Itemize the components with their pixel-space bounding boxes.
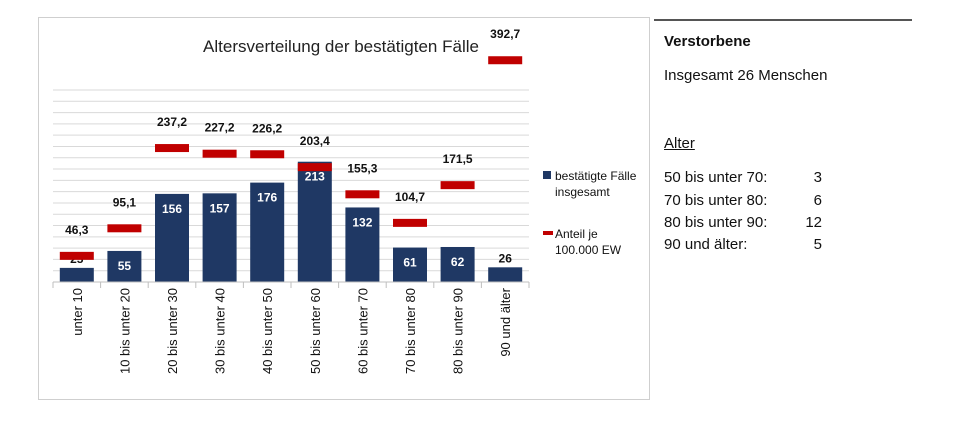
x-tick-label: 80 bis unter 90	[451, 288, 466, 374]
legend-swatch-cases	[543, 171, 551, 179]
x-tick-label: unter 10	[70, 288, 85, 336]
chart-title: Altersverteilung der bestätigten Fälle	[203, 37, 479, 56]
x-tick-label: 30 bis unter 40	[213, 288, 228, 374]
rate-value-label: 227,2	[205, 121, 235, 135]
bar	[202, 193, 237, 282]
x-tick-label: 10 bis unter 20	[117, 288, 132, 374]
bar	[107, 250, 142, 282]
legend-label-cases-2: insgesamt	[555, 185, 610, 199]
x-tick-label: 40 bis unter 50	[260, 288, 275, 374]
rate-marker	[107, 224, 142, 233]
rate-marker	[393, 218, 427, 227]
age-row-value: 6	[813, 192, 822, 209]
rate-marker	[488, 56, 523, 65]
x-tick-label: 70 bis unter 80	[403, 288, 418, 374]
rate-value-label: 46,3	[65, 223, 89, 237]
legend-label-rate-2: 100.000 EW	[555, 243, 622, 257]
age-row-value: 5	[813, 236, 822, 253]
rate-marker	[250, 150, 285, 159]
rate-value-label: 392,7	[490, 27, 520, 41]
legend-swatch-rate	[543, 231, 553, 235]
rate-value-label: 226,2	[252, 121, 282, 135]
x-tick-label: 60 bis unter 70	[355, 288, 370, 374]
age-row-label: 50 bis unter 70:	[664, 169, 768, 186]
bar	[155, 193, 189, 282]
rate-marker	[202, 149, 237, 158]
chart-panel: Altersverteilung der bestätigten Fälle un…	[38, 17, 650, 400]
rate-value-label: 155,3	[347, 161, 377, 175]
age-row-value: 12	[805, 214, 822, 231]
x-tick-label: 50 bis unter 60	[308, 288, 323, 374]
rate-value-label: 95,1	[113, 195, 137, 209]
bar-value-label: 176	[257, 191, 277, 205]
deaths-title: Verstorbene	[664, 33, 751, 50]
bar-value-label: 61	[403, 256, 417, 270]
legend-label-rate: Anteil je	[555, 227, 598, 241]
bar-value-label: 26	[499, 251, 513, 265]
bar-value-label: 213	[305, 170, 325, 184]
bar-value-label: 62	[451, 255, 465, 269]
rate-marker	[297, 163, 332, 172]
age-row-label: 80 bis unter 90:	[664, 214, 768, 231]
bar	[440, 246, 475, 282]
bar	[345, 207, 380, 282]
bar	[59, 267, 94, 282]
legend-label-cases: bestätigte Fälle	[555, 169, 637, 183]
bar	[393, 247, 427, 282]
deaths-panel: Verstorbene Insgesamt 26 Menschen Alter …	[654, 19, 912, 281]
rate-marker	[59, 251, 94, 260]
deaths-total: Insgesamt 26 Menschen	[664, 67, 828, 84]
bar-value-label: 132	[352, 215, 372, 229]
rate-value-label: 171,5	[443, 152, 473, 166]
age-row-label: 70 bis unter 80:	[664, 192, 768, 209]
rate-value-label: 237,2	[157, 115, 187, 129]
age-row-label: 90 und älter:	[664, 236, 748, 253]
bar	[297, 161, 332, 282]
age-heading: Alter	[664, 135, 695, 152]
x-tick-label: 20 bis unter 30	[165, 288, 180, 374]
bar	[250, 182, 285, 282]
age-row-value: 3	[813, 169, 822, 186]
bar-value-label: 55	[118, 259, 132, 273]
bar	[488, 267, 523, 282]
rate-value-label: 203,4	[300, 134, 330, 148]
rate-marker	[440, 181, 475, 190]
rate-marker	[155, 144, 189, 153]
rate-value-label: 104,7	[395, 190, 425, 204]
chart-svg: Altersverteilung der bestätigten Fälle un…	[52, 27, 637, 374]
bar-value-label: 156	[162, 202, 182, 216]
bar-value-label: 157	[210, 201, 230, 215]
x-tick-label: 90 und älter	[498, 287, 513, 356]
rate-marker	[345, 190, 380, 199]
